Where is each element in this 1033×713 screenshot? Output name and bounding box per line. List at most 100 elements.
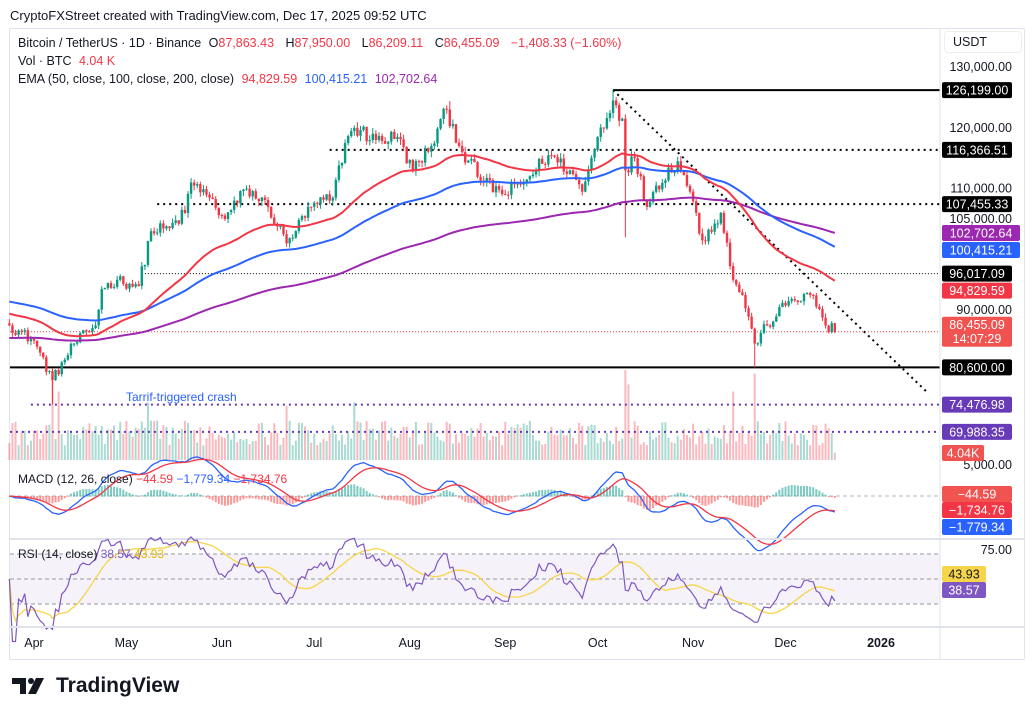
candle-body [818, 306, 821, 309]
macd-hist-bar [704, 496, 707, 506]
macd-hist-bar [541, 489, 544, 497]
tradingview-logo[interactable]: TradingView [12, 674, 179, 698]
macd-hist-bar [168, 492, 171, 497]
volume-bar [140, 421, 143, 460]
volume-bar [513, 428, 516, 460]
volume-bar [307, 430, 310, 460]
volume-bar [812, 425, 815, 460]
crash-annotation: Tarrif-triggered crash [126, 390, 237, 404]
macd-hist-bar [510, 496, 513, 499]
volume-label[interactable]: Vol · BTC [18, 54, 72, 68]
candle-body [368, 140, 371, 142]
macd-hist-bar [137, 496, 140, 497]
candle-body [577, 179, 581, 185]
volume-bar [824, 423, 827, 460]
candle-body [470, 158, 473, 161]
macd-legend[interactable]: MACD (12, 26, close) −44.59 −1,779.34 −1… [18, 472, 287, 486]
candle [528, 175, 532, 183]
macd-hist-bar [156, 489, 159, 497]
volume-bar [180, 428, 183, 460]
currency-selector[interactable]: USDT [944, 31, 1022, 53]
candle-body [322, 197, 325, 200]
candle-body [719, 212, 723, 224]
candle [273, 213, 276, 225]
symbol-title[interactable]: Bitcoin / TetherUS · 1D · Binance [18, 36, 202, 50]
volume-bar [162, 425, 165, 460]
macd-signal-line [9, 458, 835, 545]
candle-body [353, 127, 356, 132]
candle [504, 189, 507, 196]
candle [199, 181, 202, 197]
candle-body [627, 170, 630, 173]
candle [319, 197, 322, 209]
volume-bar [809, 445, 812, 460]
macd-hist-bar [599, 488, 602, 497]
macd-hist-bar [756, 496, 759, 508]
volume-bar [365, 421, 368, 460]
candle-body [738, 284, 741, 293]
candle [223, 213, 227, 221]
candle [661, 178, 664, 193]
time-tick-label: Jun [212, 636, 232, 650]
volume-bar [833, 452, 836, 460]
candle-body [146, 241, 150, 265]
candle [559, 153, 562, 168]
candle [186, 191, 190, 218]
volume-bar [750, 435, 753, 460]
macd-hist-bar [57, 496, 60, 502]
macd-hist-bar [821, 492, 824, 497]
macd-hist-bar [778, 489, 781, 497]
candle-body [85, 330, 88, 332]
macd-hist-bar [729, 496, 732, 501]
time-tick-label: Aug [399, 636, 421, 650]
price-axis-badge-bg [942, 224, 1020, 241]
macd-hist-bar [411, 496, 414, 506]
volume-bar [285, 406, 288, 460]
macd-hist-bar [313, 492, 316, 497]
candle [316, 201, 319, 209]
macd-hist-bar [264, 496, 266, 500]
volume-bar [485, 432, 488, 460]
macd-hist-bar [153, 489, 156, 497]
candle [457, 138, 461, 148]
macd-hist-bar [402, 496, 405, 502]
candle [695, 198, 698, 217]
candle-body [633, 156, 636, 159]
candle-body [667, 167, 670, 181]
candle [658, 185, 661, 193]
volume-bar [362, 440, 365, 460]
volume-bar [174, 433, 177, 460]
candle-body [122, 276, 125, 284]
macd-hist-bar [177, 495, 180, 497]
candle-body [507, 194, 510, 196]
macd-hist-bar [260, 496, 263, 500]
candle-body [11, 325, 14, 333]
volume-bar [682, 429, 685, 460]
macd-hist-bar [661, 496, 664, 502]
volume-bar [79, 438, 82, 460]
candle [115, 275, 119, 289]
candle-body [559, 158, 562, 163]
candle [808, 291, 812, 298]
macd-hist-bar [630, 496, 633, 503]
candle-body [427, 147, 430, 152]
rsi-legend[interactable]: RSI (14, close) 38.57 43.93 [18, 547, 164, 561]
candle-body [479, 176, 482, 181]
candle-body [75, 342, 79, 344]
macd-hist-bar [448, 491, 451, 497]
volume-bar [627, 384, 630, 460]
candle [211, 193, 214, 200]
volume-bar [495, 436, 497, 460]
candle [54, 369, 57, 381]
volume-bar [470, 428, 473, 460]
candle-body [747, 308, 750, 317]
time-tick-label: Apr [24, 636, 43, 650]
macd-hist-bar [670, 495, 673, 497]
ema-label[interactable]: EMA (50, close, 100, close, 200, close) [18, 72, 235, 86]
candle-body [168, 226, 171, 229]
candle [362, 125, 365, 132]
candle [131, 279, 134, 288]
candle [805, 292, 809, 295]
volume-bar [778, 423, 781, 460]
